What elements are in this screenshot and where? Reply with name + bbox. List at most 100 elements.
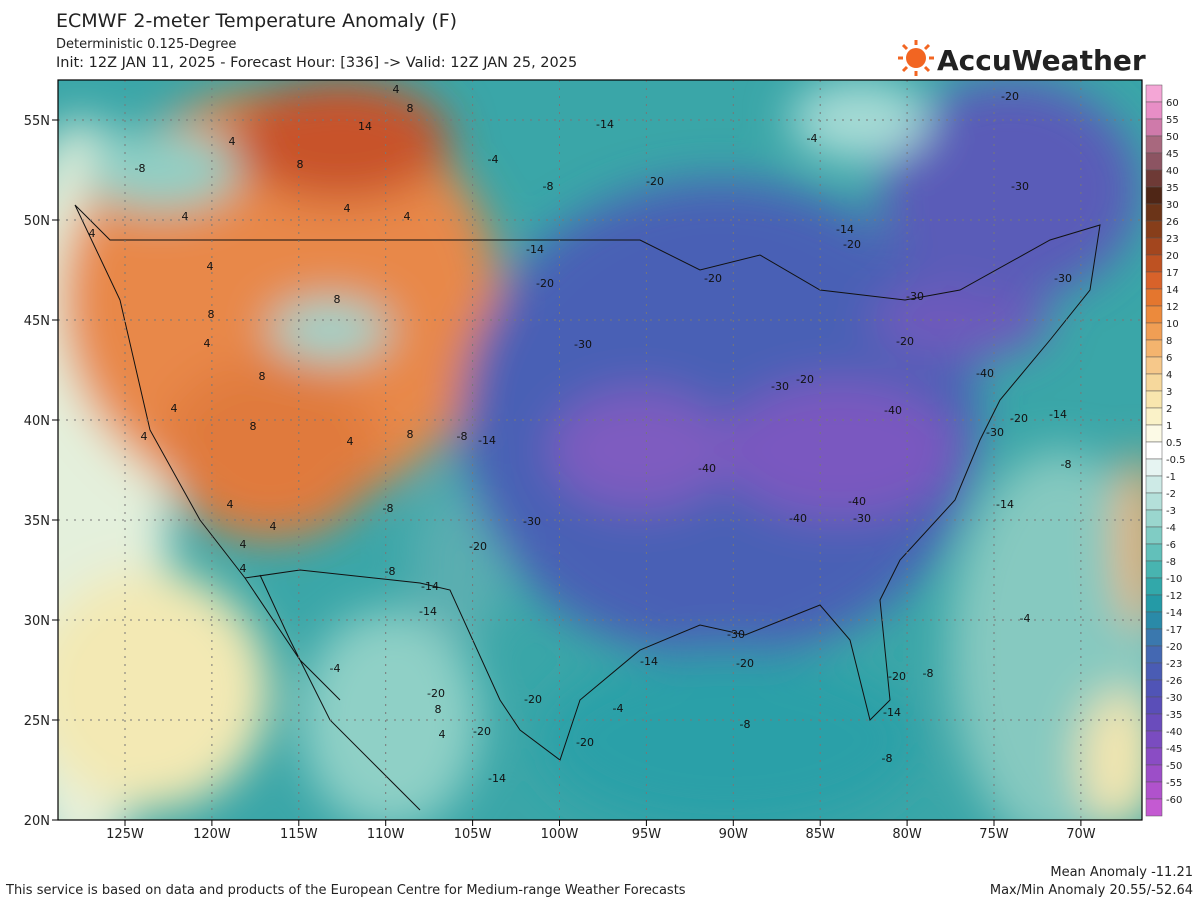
contour-label: 4 bbox=[347, 435, 354, 448]
contour-label: -14 bbox=[883, 706, 901, 719]
colorbar-swatch bbox=[1145, 118, 1163, 137]
colorbar-swatch bbox=[1145, 662, 1163, 681]
colorbar-swatch bbox=[1145, 543, 1163, 562]
colorbar-swatch bbox=[1145, 713, 1163, 732]
contour-label: -14 bbox=[488, 772, 506, 785]
mean-anomaly: Mean Anomaly -11.21 bbox=[1050, 865, 1193, 880]
lon-label: 95W bbox=[632, 827, 662, 842]
contour-label: 4 bbox=[227, 498, 234, 511]
contour-label: 4 bbox=[141, 430, 148, 443]
colorbar-label: -40 bbox=[1166, 727, 1182, 738]
colorbar-label: -30 bbox=[1166, 693, 1182, 704]
lon-label: 85W bbox=[805, 827, 835, 842]
lat-label: 25N bbox=[24, 714, 50, 729]
contour-label: 4 bbox=[207, 260, 214, 273]
contour-label: -8 bbox=[543, 180, 554, 193]
contour-label: -20 bbox=[843, 238, 861, 251]
colorbar-label: 4 bbox=[1166, 370, 1172, 381]
contour-label: -40 bbox=[848, 495, 866, 508]
colorbar-swatch bbox=[1145, 135, 1163, 154]
contour-label: -20 bbox=[469, 540, 487, 553]
colorbar-swatch bbox=[1145, 407, 1163, 426]
colorbar-label: 35 bbox=[1166, 183, 1179, 194]
colorbar-label: -8 bbox=[1166, 557, 1176, 568]
contour-label: -14 bbox=[1049, 408, 1067, 421]
contour-label: -20 bbox=[796, 373, 814, 386]
colorbar-label: 23 bbox=[1166, 234, 1179, 245]
contour-label: -20 bbox=[736, 657, 754, 670]
logo-text: AccuWeather bbox=[937, 44, 1146, 77]
colorbar-label: 14 bbox=[1166, 285, 1179, 296]
colorbar-label: -10 bbox=[1166, 574, 1182, 585]
contour-label: -30 bbox=[771, 380, 789, 393]
colorbar-label: 40 bbox=[1166, 166, 1179, 177]
colorbar-label: 0.5 bbox=[1166, 438, 1182, 449]
contour-label: -14 bbox=[996, 498, 1014, 511]
source-note: This service is based on data and produc… bbox=[5, 883, 686, 898]
contour-label: -20 bbox=[473, 725, 491, 738]
colorbar-label: 17 bbox=[1166, 268, 1179, 279]
colorbar-label: -12 bbox=[1166, 591, 1182, 602]
contour-label: 4 bbox=[404, 210, 411, 223]
contour-label: 4 bbox=[439, 728, 446, 741]
colorbar-swatch bbox=[1145, 288, 1163, 307]
lat-label: 50N bbox=[24, 214, 50, 229]
colorbar-swatch bbox=[1145, 611, 1163, 630]
contour-label: 4 bbox=[182, 210, 189, 223]
colorbar-swatch bbox=[1145, 186, 1163, 205]
colorbar-label: 50 bbox=[1166, 132, 1179, 143]
contour-label: -40 bbox=[698, 462, 716, 475]
lat-label: 30N bbox=[24, 614, 50, 629]
colorbar-swatch bbox=[1145, 492, 1163, 511]
lon-label: 90W bbox=[719, 827, 749, 842]
lon-label: 100W bbox=[541, 827, 579, 842]
lat-label: 45N bbox=[24, 314, 50, 329]
contour-label: 4 bbox=[240, 562, 247, 575]
lon-label: 120W bbox=[193, 827, 231, 842]
colorbar-swatch bbox=[1145, 679, 1163, 698]
contour-label: -8 bbox=[1061, 458, 1072, 471]
colorbar-swatch bbox=[1145, 305, 1163, 324]
map-frame bbox=[57, 79, 1143, 821]
lat-label: 20N bbox=[24, 814, 50, 829]
colorbar-swatch bbox=[1145, 271, 1163, 290]
colorbar-label: -45 bbox=[1166, 744, 1182, 755]
colorbar-swatch bbox=[1145, 254, 1163, 273]
contour-label: -14 bbox=[478, 434, 496, 447]
contour-label: 4 bbox=[171, 402, 178, 415]
colorbar-label: -20 bbox=[1166, 642, 1182, 653]
colorbar-swatch bbox=[1145, 339, 1163, 358]
title: ECMWF 2-meter Temperature Anomaly (F) bbox=[56, 10, 457, 32]
colorbar-swatch bbox=[1145, 84, 1163, 103]
contour-label: -4 bbox=[807, 132, 818, 145]
colorbar-label: -60 bbox=[1166, 795, 1182, 806]
contour-label: -8 bbox=[740, 718, 751, 731]
colorbar-label: 2 bbox=[1166, 404, 1172, 415]
colorbar-swatch bbox=[1145, 560, 1163, 579]
colorbar-label: -50 bbox=[1166, 761, 1182, 772]
contour-label: -14 bbox=[640, 655, 658, 668]
colorbar-label: 6 bbox=[1166, 353, 1172, 364]
contour-label: -20 bbox=[1001, 90, 1019, 103]
colorbar-swatch bbox=[1145, 509, 1163, 528]
colorbar-swatch bbox=[1145, 730, 1163, 749]
colorbar-swatch bbox=[1145, 322, 1163, 341]
colorbar-label: -6 bbox=[1166, 540, 1176, 551]
contour-label: 4 bbox=[270, 520, 277, 533]
contour-label: 8 bbox=[334, 293, 341, 306]
colorbar-label: 10 bbox=[1166, 319, 1179, 330]
contour-label: 4 bbox=[240, 538, 247, 551]
contour-label: -40 bbox=[789, 512, 807, 525]
colorbar-label: 45 bbox=[1166, 149, 1179, 160]
contour-label: -4 bbox=[488, 153, 499, 166]
contour-label: -14 bbox=[836, 223, 854, 236]
colorbar-swatch bbox=[1145, 390, 1163, 409]
contour-label: -30 bbox=[1054, 272, 1072, 285]
lon-label: 110W bbox=[367, 827, 405, 842]
colorbar-swatch bbox=[1145, 526, 1163, 545]
colorbar-label: -35 bbox=[1166, 710, 1182, 721]
contour-label: -4 bbox=[1020, 612, 1031, 625]
contour-label: 8 bbox=[297, 158, 304, 171]
contour-label: 4 bbox=[204, 337, 211, 350]
